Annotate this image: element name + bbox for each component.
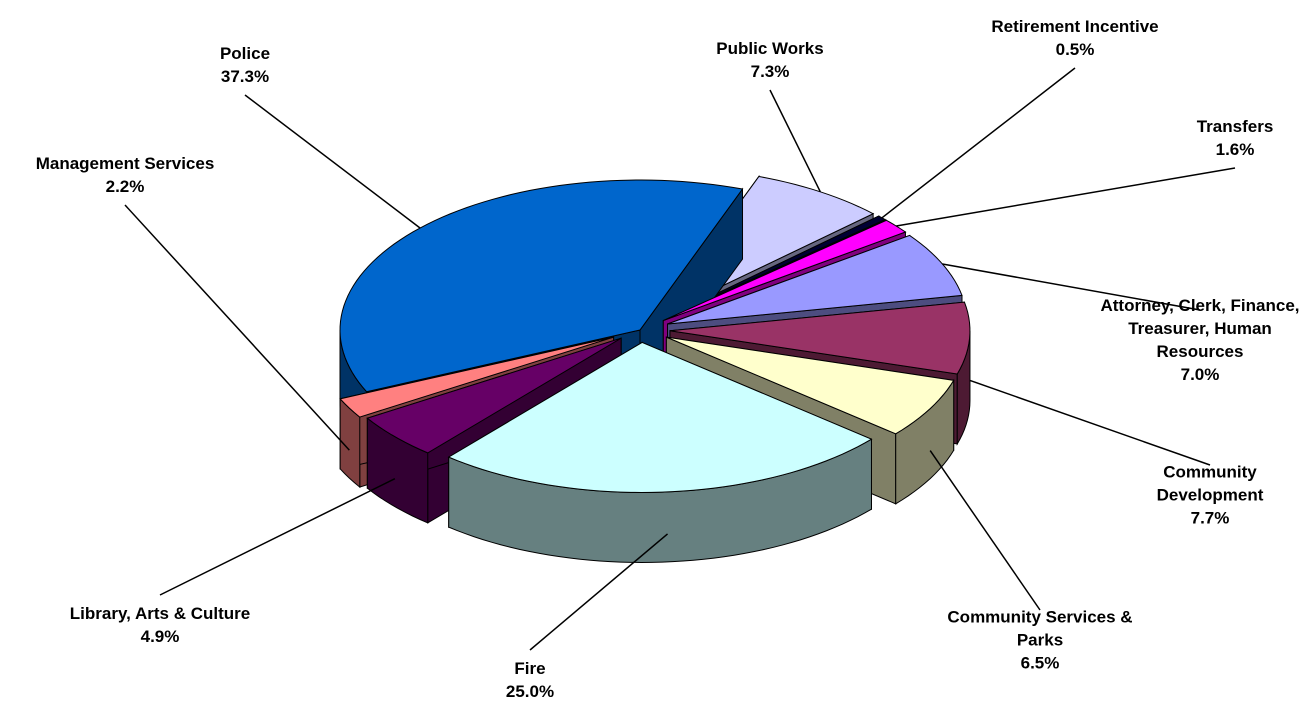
slice: [447, 341, 873, 493]
value-label: 7.3%: [750, 62, 790, 81]
leader-line: [159, 478, 396, 596]
category-label: Library, Arts & Culture: [69, 604, 251, 623]
leader-line: [929, 450, 1041, 611]
leader-line: [124, 204, 350, 451]
leader-line: [769, 89, 821, 193]
slice: [669, 301, 971, 375]
leader-line: [529, 533, 669, 651]
slice-label: Police 37.3%: [220, 42, 270, 88]
category-label: Police: [219, 44, 271, 63]
leader-line: [896, 167, 1236, 227]
value-label: 37.3%: [220, 67, 270, 86]
value-label: 0.5%: [1055, 40, 1095, 59]
slice-label: Fire 25.0%: [506, 657, 554, 702]
leader-line: [969, 379, 1211, 466]
category-label: Fire: [514, 659, 546, 678]
category-label: Public Works: [716, 39, 824, 58]
value-label: 25.0%: [505, 682, 555, 701]
slice: [667, 234, 963, 325]
slice-label: Attorney, Clerk, Finance, Treasurer, Hum…: [1093, 294, 1308, 386]
category-label: Community Development: [1156, 462, 1264, 505]
value-label: 4.9%: [140, 627, 180, 646]
category-label: Attorney, Clerk, Finance, Treasurer, Hum…: [1100, 296, 1300, 361]
category-label: Transfers: [1196, 117, 1274, 136]
value-label: 2.2%: [105, 177, 145, 196]
value-label: 1.6%: [1215, 140, 1255, 159]
slice-label: Retirement Incentive 0.5%: [991, 15, 1158, 61]
slice-label: Community Services & Parks 6.5%: [923, 606, 1158, 675]
leader-line: [942, 263, 1201, 311]
slice-label: Library, Arts & Culture 4.9%: [70, 602, 250, 648]
category-label: Management Services: [35, 154, 215, 173]
category-label: Community Services & Parks: [947, 607, 1133, 650]
leader-line: [244, 94, 421, 229]
slice: [663, 219, 907, 322]
slice: [666, 336, 955, 435]
value-label: 7.0%: [1180, 365, 1220, 384]
value-label: 7.7%: [1190, 508, 1230, 528]
leader-line: [881, 67, 1076, 219]
slice-label: Management Services 2.2%: [36, 152, 215, 198]
slice-label: Public Works 7.3%: [716, 37, 823, 83]
slice-label: Community Development 7.7%: [1145, 461, 1275, 530]
slice: [366, 337, 622, 454]
slice: [339, 336, 614, 418]
category-label: Retirement Incentive: [991, 17, 1159, 36]
slice-label: Transfers 1.6%: [1197, 115, 1274, 161]
value-label: 6.5%: [1020, 653, 1060, 673]
